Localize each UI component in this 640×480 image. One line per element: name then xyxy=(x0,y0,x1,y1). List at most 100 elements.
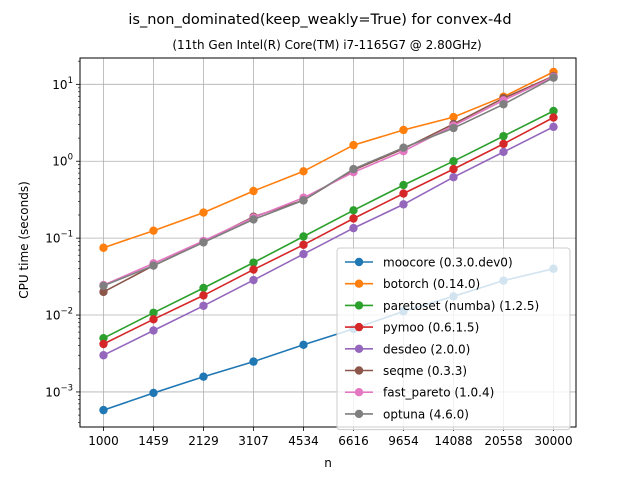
data-point xyxy=(299,240,308,249)
series xyxy=(99,122,558,360)
series xyxy=(99,113,558,349)
data-point xyxy=(299,167,308,176)
data-point xyxy=(199,301,208,310)
data-point xyxy=(149,261,158,270)
data-point xyxy=(99,405,108,415)
legend-marker xyxy=(354,344,364,353)
data-point xyxy=(349,140,358,150)
plot-area xyxy=(99,67,558,415)
x-tick-label: 1459 xyxy=(138,434,169,448)
data-point xyxy=(399,125,408,135)
series xyxy=(99,67,558,252)
data-point xyxy=(499,139,508,149)
series-line xyxy=(103,71,554,249)
data-point xyxy=(499,131,508,141)
axes-frame xyxy=(79,57,577,428)
data-point xyxy=(99,281,108,290)
series-line xyxy=(103,110,554,339)
series xyxy=(99,106,558,343)
data-point xyxy=(149,226,158,235)
data-point xyxy=(399,143,408,152)
x-tick-label: 14088 xyxy=(434,434,472,448)
data-point xyxy=(449,112,458,122)
data-point xyxy=(349,214,358,223)
x-tick-label: 20558 xyxy=(484,434,522,448)
y-tick-label: 100 xyxy=(52,153,73,169)
data-point xyxy=(399,180,408,190)
data-point xyxy=(349,206,358,215)
legend-label: seqme (0.3.3) xyxy=(383,364,467,378)
x-tick-label: 1000 xyxy=(88,434,119,448)
data-point xyxy=(349,164,358,174)
x-tick-label: 9654 xyxy=(388,434,419,448)
data-point xyxy=(199,238,208,247)
legend-label: optuna (4.6.0) xyxy=(383,407,469,421)
legend-label: paretoset (numba) (1.2.5) xyxy=(383,299,539,313)
data-point xyxy=(249,215,258,224)
data-point xyxy=(99,243,108,252)
data-point xyxy=(99,351,108,360)
legend-marker xyxy=(354,409,364,419)
data-point xyxy=(499,147,508,157)
series-line xyxy=(103,76,554,287)
legend-label: moocore (0.3.0.dev0) xyxy=(383,256,513,270)
data-point xyxy=(99,333,108,343)
y-tick-label: 101 xyxy=(52,76,73,92)
x-axis: 1000 1459 2129 3107 4534 6616 9654 14088 20558 30… xyxy=(88,427,573,448)
data-point xyxy=(299,232,308,241)
legend-marker xyxy=(354,279,364,288)
data-point xyxy=(99,287,108,297)
data-point xyxy=(449,164,458,174)
legend-marker xyxy=(354,388,364,397)
x-tick-label: 2129 xyxy=(188,434,219,448)
legend-label: pymoo (0.6.1.5) xyxy=(383,321,479,335)
legend-marker xyxy=(354,366,364,375)
series xyxy=(99,73,558,290)
data-point xyxy=(249,275,258,285)
data-point xyxy=(249,265,258,274)
data-point xyxy=(149,308,158,317)
chart-title: is_non_dominated(keep_weakly=True) for c… xyxy=(128,12,511,28)
data-point xyxy=(499,100,508,109)
legend-marker xyxy=(354,301,364,310)
data-point xyxy=(249,258,258,267)
data-point xyxy=(249,186,258,196)
x-tick-label: 4534 xyxy=(288,434,319,448)
x-tick-label: 30000 xyxy=(534,434,572,448)
data-point xyxy=(99,339,108,349)
legend-label: fast_pareto (1.0.4) xyxy=(383,386,494,400)
y-axis-label: CPU time (seconds) xyxy=(17,181,31,299)
y-tick-label: 10−3 xyxy=(45,383,73,399)
data-point xyxy=(399,189,408,198)
data-point xyxy=(199,208,208,217)
legend: moocore (0.3.0.dev0) botorch (0.14.0) pare… xyxy=(336,247,571,431)
y-axis: 10−3 10−2 10−1 100 101 xyxy=(45,60,80,423)
data-point xyxy=(249,357,258,366)
legend-marker xyxy=(354,322,364,332)
data-point xyxy=(449,157,458,166)
data-point xyxy=(299,249,308,259)
x-tick-label: 6616 xyxy=(338,434,369,448)
series-line xyxy=(103,126,554,356)
y-tick-label: 10−2 xyxy=(45,307,73,323)
data-point xyxy=(149,388,158,398)
data-point xyxy=(199,372,208,381)
x-tick-label: 3107 xyxy=(238,434,269,448)
series-line xyxy=(103,116,554,345)
data-point xyxy=(199,291,208,300)
data-point xyxy=(549,106,558,116)
x-axis-label: n xyxy=(324,456,332,470)
data-point xyxy=(549,73,558,82)
chart-subtitle: (11th Gen Intel(R) Core(TM) i7-1165G7 @ … xyxy=(172,38,481,52)
legend-label: desdeo (2.0.0) xyxy=(383,342,470,356)
data-point xyxy=(299,340,308,350)
y-tick-label: 10−1 xyxy=(45,230,73,246)
data-point xyxy=(199,283,208,293)
data-point xyxy=(349,223,358,233)
data-point xyxy=(449,123,458,133)
data-point xyxy=(449,172,458,182)
legend-box xyxy=(336,247,571,431)
data-point xyxy=(549,113,558,122)
data-point xyxy=(549,122,558,132)
